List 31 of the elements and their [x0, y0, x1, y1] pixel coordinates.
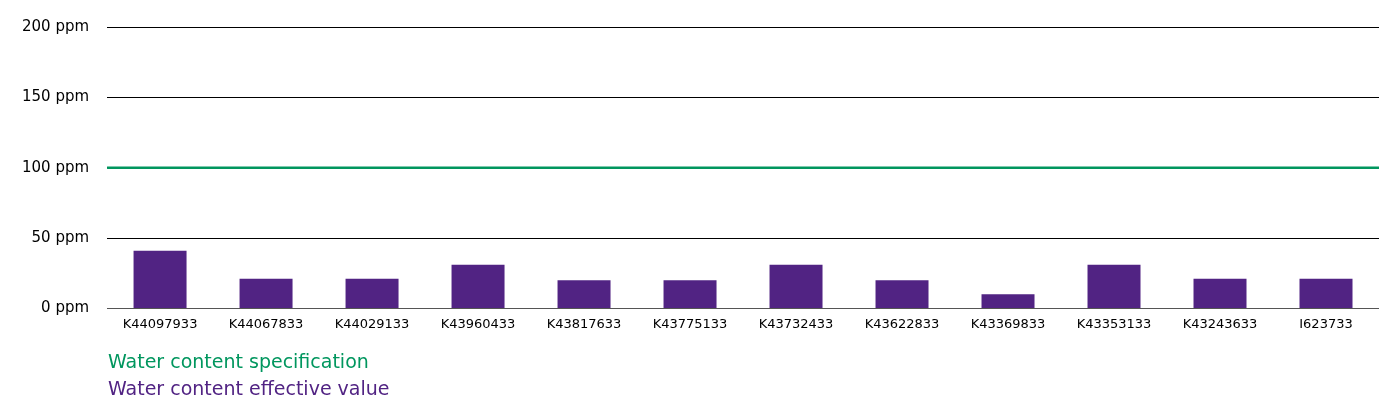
- bar: [1087, 264, 1141, 308]
- bar: [981, 294, 1035, 308]
- bar: [1299, 278, 1353, 308]
- y-tick-label: 200 ppm: [21, 16, 90, 35]
- bar: [133, 250, 187, 308]
- y-tick-label: 150 ppm: [21, 87, 90, 106]
- bar: [557, 280, 611, 308]
- y-tick-label: 0 ppm: [41, 298, 90, 317]
- bar: [663, 280, 717, 308]
- bar: [769, 264, 823, 308]
- x-tick-label: K44029133: [334, 315, 410, 331]
- x-tick-label: K43369833: [970, 315, 1046, 331]
- x-tick-label: K43622833: [864, 315, 940, 331]
- x-tick-label: K43960433: [440, 315, 516, 331]
- x-tick-label: K44067833: [228, 315, 304, 331]
- x-tick-label: K43243633: [1182, 315, 1258, 331]
- bar: [345, 278, 399, 308]
- x-tick-label: K44097933: [122, 315, 198, 331]
- bar: [875, 280, 929, 308]
- x-tick-label: K43817633: [546, 315, 622, 331]
- y-tick-label: 100 ppm: [21, 157, 90, 176]
- text: Water content effective value: [108, 376, 391, 400]
- x-tick-label: K43732433: [758, 315, 834, 331]
- bar: [1193, 278, 1247, 308]
- ref-line-label: Water content specification: [108, 349, 370, 374]
- y-tick-label: 50 ppm: [31, 227, 90, 246]
- bar: [239, 278, 293, 308]
- x-tick-label: K43353133: [1076, 315, 1152, 331]
- bar: [451, 264, 505, 308]
- x-tick-label: I623733: [1299, 315, 1353, 331]
- x-tick-label: K43775133: [652, 315, 728, 331]
